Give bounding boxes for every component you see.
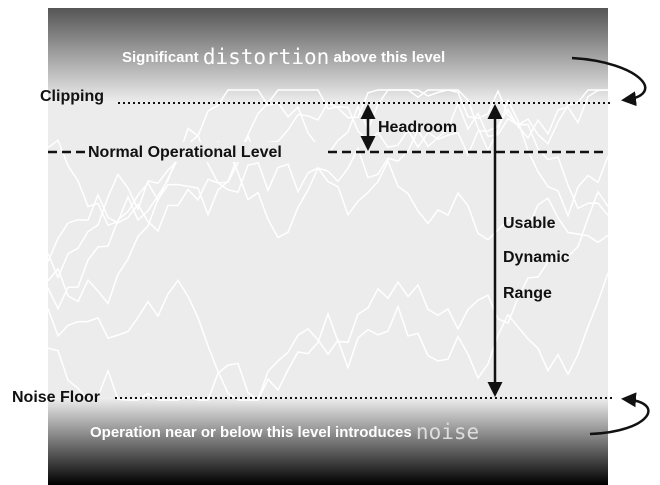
headroom-label: Headroom bbox=[378, 119, 457, 136]
normal-label: Normal Operational Level bbox=[88, 144, 282, 161]
noise-floor-label: Noise Floor bbox=[12, 389, 100, 406]
top-prefix: Significant bbox=[122, 49, 199, 66]
noise-trace bbox=[47, 272, 609, 401]
bottom-gradient bbox=[48, 398, 608, 485]
bottom-banner: Operation near or below this level intro… bbox=[90, 420, 479, 444]
top-banner: Significant distortion above this level bbox=[122, 45, 445, 69]
range-label: Dynamic bbox=[503, 249, 570, 266]
noise-trace bbox=[47, 89, 608, 262]
range-label: Range bbox=[503, 285, 552, 302]
bottom-emphasis: noise bbox=[416, 420, 479, 444]
label-bg bbox=[86, 142, 328, 162]
bottom-prefix: Operation near or below this level intro… bbox=[90, 424, 412, 441]
curved-arrow bbox=[589, 392, 650, 436]
clipping-label: Clipping bbox=[40, 88, 104, 105]
top-suffix: above this level bbox=[333, 49, 445, 66]
curved-arrow bbox=[571, 56, 647, 107]
noise-trace bbox=[47, 89, 609, 306]
noise-trace bbox=[47, 140, 609, 280]
top-emphasis: distortion bbox=[203, 45, 329, 69]
top-gradient bbox=[48, 8, 608, 103]
range-label: Usable bbox=[503, 215, 556, 232]
